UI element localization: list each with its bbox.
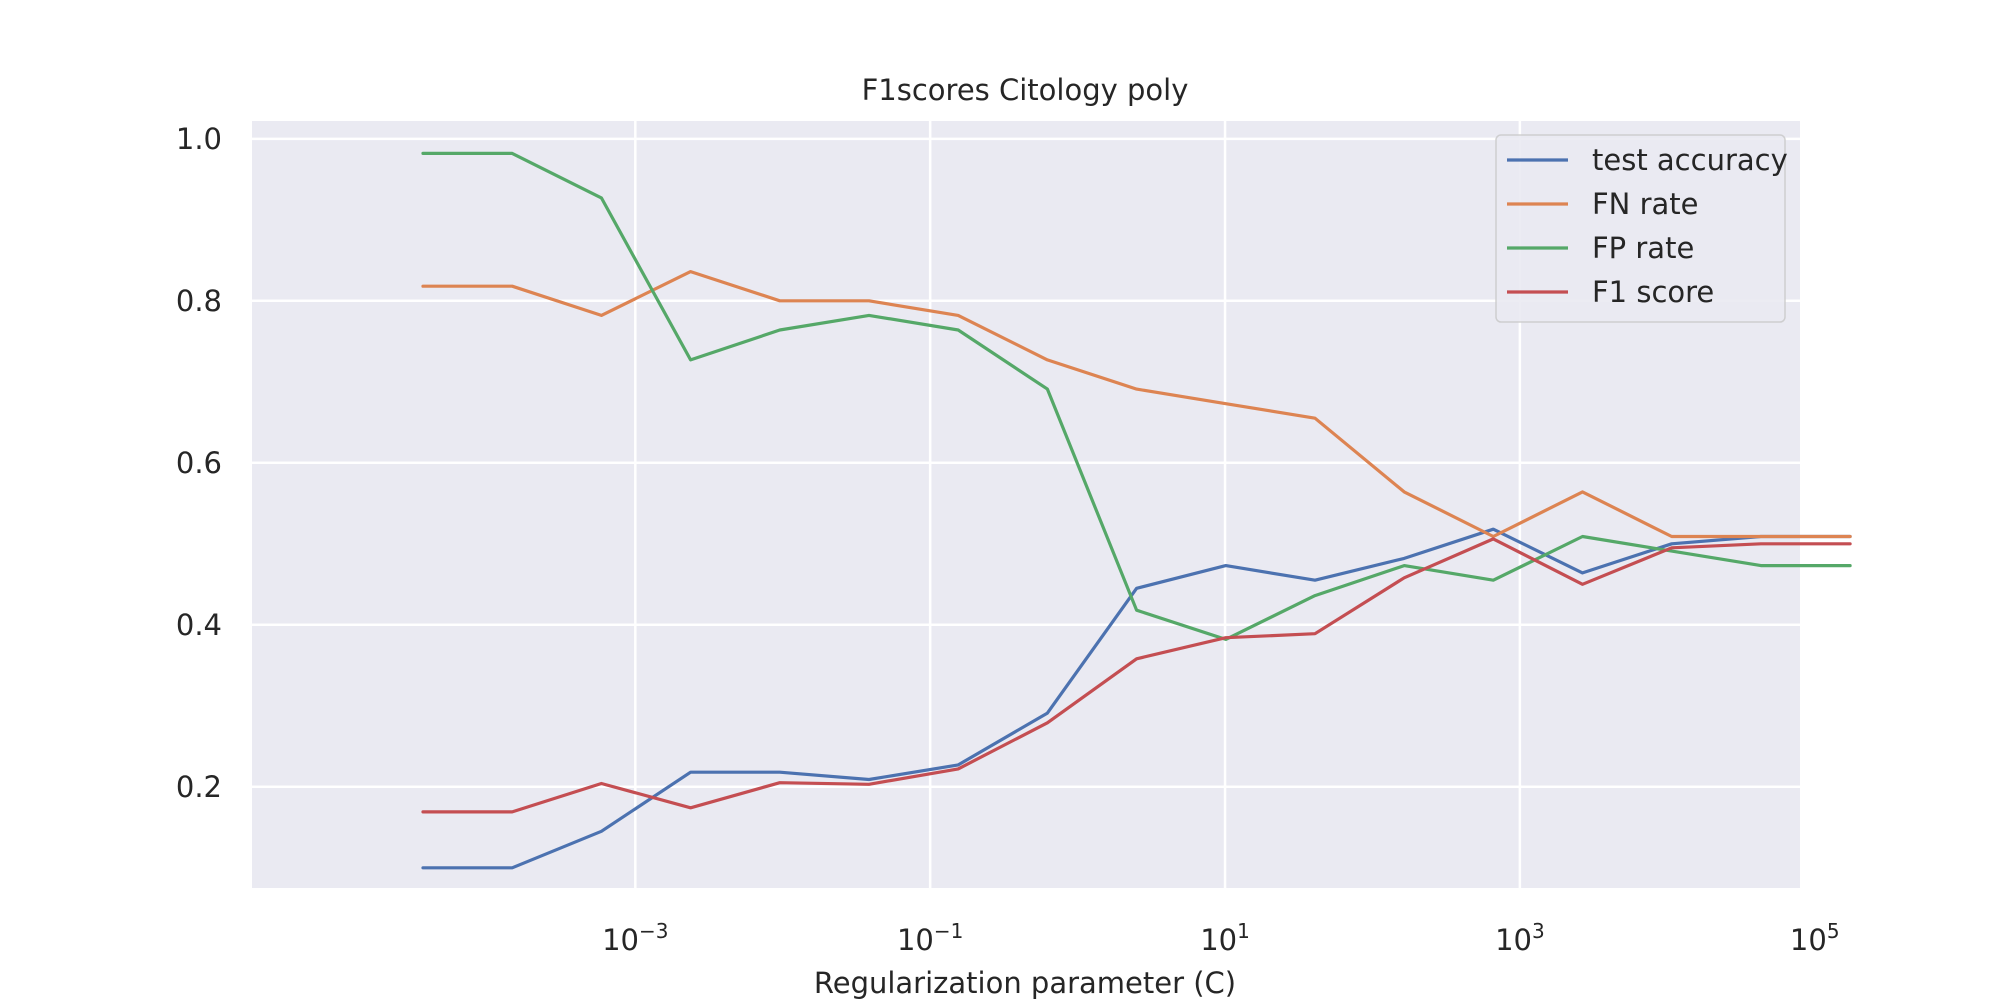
- x-tick-label: 105: [1790, 919, 1840, 957]
- series-lines: [421, 151, 1852, 870]
- chart-title: F1scores Citology poly: [862, 73, 1189, 107]
- legend-label-fp-rate: FP rate: [1592, 231, 1694, 265]
- x-tick-label: 10−3: [602, 919, 668, 957]
- legend-label-test-accuracy: test accuracy: [1592, 143, 1788, 177]
- y-tick-label: 0.6: [176, 446, 222, 480]
- series-line-test-accuracy: [421, 527, 1852, 870]
- series-line-fn-rate: [421, 270, 1852, 539]
- series-line-fp-rate: [421, 151, 1852, 642]
- y-tick-label: 0.8: [176, 284, 222, 318]
- legend: test accuracy FN rate FP rate F1 score: [1495, 134, 1788, 323]
- x-tick-label: 103: [1495, 919, 1545, 957]
- series-line-f1-score: [421, 537, 1852, 814]
- y-tick-label: 0.2: [176, 770, 222, 804]
- x-axis-label: Regularization parameter (C): [814, 966, 1236, 1000]
- y-tick-labels: 0.2 0.4 0.6 0.8 1.0: [176, 122, 222, 804]
- y-tick-label: 0.4: [176, 608, 222, 642]
- x-tick-labels: 10−3 10−1 101 103 105: [602, 919, 1839, 957]
- legend-label-fn-rate: FN rate: [1592, 187, 1699, 221]
- y-tick-label: 1.0: [176, 122, 222, 156]
- x-tick-label: 10−1: [897, 919, 963, 957]
- legend-box: [1495, 134, 1786, 323]
- x-tick-label: 101: [1200, 919, 1250, 957]
- legend-label-f1-score: F1 score: [1592, 275, 1714, 309]
